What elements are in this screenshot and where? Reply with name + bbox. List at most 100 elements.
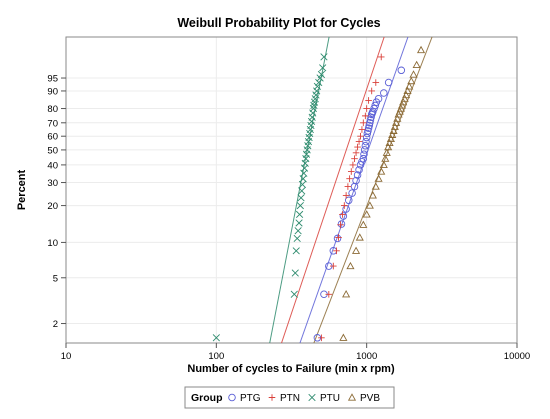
series-pvb <box>339 45 426 341</box>
x-tick-label: 10 <box>61 351 72 362</box>
data-point-pvb <box>355 233 364 241</box>
data-point-ptu <box>292 247 300 255</box>
data-point-ptg <box>371 101 379 110</box>
data-point-ptu <box>291 269 299 277</box>
data-point-ptu <box>290 290 298 298</box>
data-point-ptg <box>364 127 372 135</box>
data-point-ptn <box>362 112 369 120</box>
data-point-ptg <box>363 129 372 138</box>
y-tick-label: 50 <box>47 145 58 156</box>
data-point-ptg <box>374 94 383 103</box>
legend-items: PTG PTN PTU PVB <box>228 393 380 404</box>
data-point-ptn <box>318 334 325 342</box>
grid <box>65 37 518 343</box>
data-point-ptu <box>294 227 302 235</box>
data-point-pvb <box>346 261 355 270</box>
data-point-ptu <box>296 201 304 210</box>
data-point-pvb <box>368 191 377 199</box>
data-point-pvb <box>374 174 383 182</box>
data-point-ptu <box>309 104 317 113</box>
fit-line-pvb <box>313 37 433 343</box>
data-point-pvb <box>412 60 421 69</box>
data-point-ptg <box>366 116 375 124</box>
x-axis-label: Number of cycles to Failure (min x rpm) <box>187 363 395 375</box>
data-point-ptg <box>361 141 370 150</box>
data-point-ptn <box>363 105 370 112</box>
data-point-ptu <box>320 53 328 61</box>
data-point-ptn <box>377 53 385 61</box>
legend-title: Group <box>191 392 223 404</box>
data-point-ptn <box>341 202 348 209</box>
data-point-pvb <box>403 86 412 95</box>
data-point-ptn <box>352 149 360 157</box>
y-tick-label: 90 <box>47 86 58 97</box>
data-point-pvb <box>381 154 390 162</box>
data-point-pvb <box>402 90 411 99</box>
data-point-pvb <box>362 210 371 218</box>
data-point-ptg <box>344 196 353 205</box>
data-point-ptg <box>362 137 370 146</box>
data-point-pvb <box>400 94 409 102</box>
data-point-pvb <box>359 220 368 228</box>
x-axis-ticks: 10 100 1000 10000 <box>61 343 530 362</box>
data-point-ptn <box>360 119 367 127</box>
y-tick-label: 5 <box>53 273 58 284</box>
data-point-ptg <box>384 78 393 87</box>
data-point-pvb <box>342 290 351 298</box>
x-tick-label: 1000 <box>356 351 377 362</box>
data-point-ptg <box>397 66 406 75</box>
y-tick-label: 20 <box>47 201 58 212</box>
legend-label-ptn: PTN <box>280 393 300 404</box>
legend-marker-ptu <box>308 393 316 402</box>
y-tick-label: 2 <box>53 319 58 330</box>
data-point-ptu <box>315 78 323 87</box>
data-point-ptn <box>339 211 346 218</box>
x-tick-label: 100 <box>208 351 224 362</box>
data-point-ptg <box>348 189 356 197</box>
data-point-ptu <box>212 334 220 342</box>
data-point-ptu <box>293 234 301 243</box>
data-point-ptn <box>335 234 342 241</box>
series-ptu <box>212 53 328 342</box>
data-point-pvb <box>377 167 386 175</box>
data-point-ptg <box>360 146 369 154</box>
data-point-pvb <box>407 76 416 85</box>
data-point-ptu <box>317 70 326 79</box>
data-point-ptn <box>337 221 344 229</box>
data-point-pvb <box>389 126 398 134</box>
x-tick-label: 10000 <box>504 351 530 362</box>
data-point-ptn <box>358 126 366 133</box>
legend: Group PTG PTN PTU PVB <box>184 386 395 409</box>
data-point-pvb <box>385 138 394 147</box>
y-tick-label: 10 <box>47 238 58 249</box>
data-point-ptg <box>364 124 373 132</box>
legend-marker-ptg <box>228 393 236 402</box>
chart-title: Weibull Probability Plot for Cycles <box>177 16 380 30</box>
y-tick-label: 30 <box>47 178 58 189</box>
data-point-pvb <box>405 82 414 90</box>
data-point-ptn <box>347 168 355 175</box>
data-point-pvb <box>386 134 395 142</box>
y-tick-label: 70 <box>47 118 58 129</box>
data-point-ptg <box>352 176 360 185</box>
data-point-ptu <box>295 210 304 219</box>
data-point-ptn <box>365 97 372 104</box>
data-point-ptg <box>355 166 363 174</box>
data-point-ptn <box>372 79 380 86</box>
data-point-pvb <box>393 114 402 122</box>
y-tick-label: 80 <box>47 104 58 115</box>
data-point-pvb <box>379 160 388 168</box>
y-axis-label: Percent <box>16 169 28 210</box>
fit-line-ptu <box>269 37 330 343</box>
y-tick-label: 60 <box>47 132 58 143</box>
data-point-ptg <box>353 171 362 179</box>
data-point-ptn <box>333 247 340 255</box>
data-point-ptn <box>351 155 358 162</box>
data-point-ptg <box>360 150 368 158</box>
data-point-pvb <box>351 246 361 254</box>
data-point-ptg <box>380 89 388 97</box>
data-point-ptn <box>346 175 353 183</box>
data-point-ptu <box>319 64 327 72</box>
